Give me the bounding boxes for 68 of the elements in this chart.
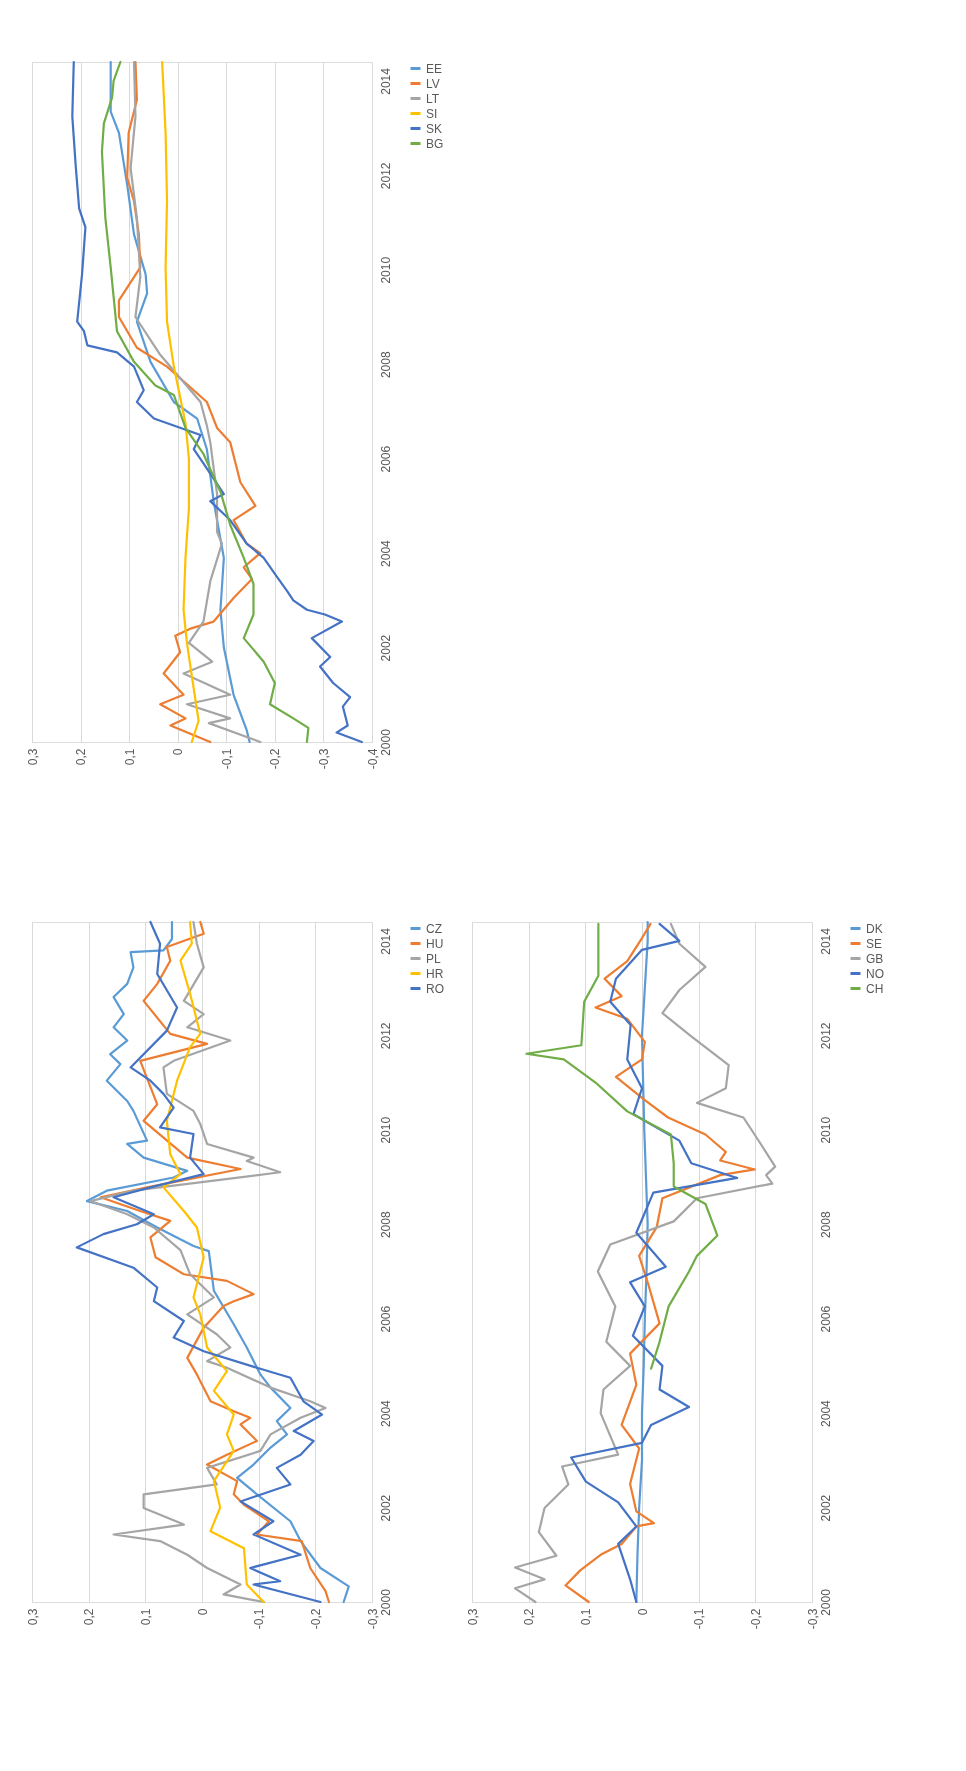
y-tick-label: 2012 xyxy=(378,1022,393,1050)
y-tick-label: 2012 xyxy=(378,162,393,190)
legend-label: BG xyxy=(426,136,444,151)
legend-label: PL xyxy=(426,951,441,966)
y-tick-label: 2004 xyxy=(818,1399,833,1427)
legend-label: CZ xyxy=(426,921,442,936)
x-tick-label: 0,1 xyxy=(578,1608,593,1626)
x-tick-label: 0 xyxy=(171,748,186,756)
x-tick-label: 0,2 xyxy=(74,748,89,766)
legend-label: HR xyxy=(426,966,444,981)
y-tick-label: 2002 xyxy=(378,1494,393,1522)
x-tick-label: 0,3 xyxy=(465,1608,480,1626)
legend-label: GB xyxy=(866,951,884,966)
legend-label: DK xyxy=(866,921,883,936)
y-tick-label: 2004 xyxy=(378,1399,393,1427)
x-tick-label: -0,2 xyxy=(748,1608,763,1630)
line-series xyxy=(100,60,310,744)
y-tick-label: 2000 xyxy=(378,1588,393,1616)
legend-label: LV xyxy=(426,76,440,91)
line-series xyxy=(71,60,363,744)
y-tick-label: 2014 xyxy=(378,67,393,95)
y-tick-label: 2010 xyxy=(378,256,393,284)
x-tick-label: -0,1 xyxy=(692,1608,707,1630)
y-tick-label: 2004 xyxy=(378,539,393,567)
x-tick-label: -0,4 xyxy=(365,748,380,770)
line-series xyxy=(161,60,200,744)
x-tick-label: -0,2 xyxy=(308,1608,323,1630)
x-tick-label: 0 xyxy=(635,1608,650,1616)
y-tick-label: 2002 xyxy=(378,634,393,662)
x-tick-label: 0 xyxy=(195,1608,210,1616)
y-tick-label: 2012 xyxy=(818,1022,833,1050)
x-tick-label: 0,2 xyxy=(522,1608,537,1626)
legend-label: LT xyxy=(426,91,440,106)
legend-label: EE xyxy=(426,61,443,76)
legend-label: NO xyxy=(866,966,884,981)
y-tick-label: 2000 xyxy=(818,1588,833,1616)
y-tick-label: 2006 xyxy=(378,445,393,473)
y-tick-label: 2008 xyxy=(378,1211,393,1239)
y-tick-label: 2008 xyxy=(378,351,393,379)
legend-label: SI xyxy=(426,106,438,121)
x-tick-label: 0,1 xyxy=(122,748,137,766)
x-tick-label: 0,1 xyxy=(138,1608,153,1626)
line-series xyxy=(513,922,777,1604)
x-tick-label: -0,3 xyxy=(365,1608,380,1630)
legend-label: HU xyxy=(426,936,444,951)
x-tick-label: 0,2 xyxy=(82,1608,97,1626)
legend-label: SK xyxy=(426,121,443,136)
y-tick-label: 2006 xyxy=(378,1305,393,1333)
legend-label: CH xyxy=(866,981,884,996)
line-series xyxy=(525,922,719,1370)
legend-label: RO xyxy=(426,981,444,996)
y-tick-label: 2010 xyxy=(378,1116,393,1144)
x-tick-label: -0,1 xyxy=(219,748,234,770)
x-tick-label: -0,2 xyxy=(268,748,283,770)
y-tick-label: 2002 xyxy=(818,1494,833,1522)
y-tick-label: 2008 xyxy=(818,1211,833,1239)
x-tick-label: -0,1 xyxy=(252,1608,267,1630)
y-tick-label: 2014 xyxy=(818,927,833,955)
x-tick-label: 0,3 xyxy=(25,748,40,766)
line-series xyxy=(162,920,265,1604)
x-tick-label: -0,3 xyxy=(316,748,331,770)
y-tick-label: 2010 xyxy=(818,1116,833,1144)
legend-label: SE xyxy=(866,936,883,951)
y-tick-label: 2006 xyxy=(818,1305,833,1333)
y-tick-label: 2014 xyxy=(378,927,393,955)
x-tick-label: -0,3 xyxy=(805,1608,820,1630)
x-tick-label: 0,3 xyxy=(25,1608,40,1626)
y-tick-label: 2000 xyxy=(378,728,393,756)
